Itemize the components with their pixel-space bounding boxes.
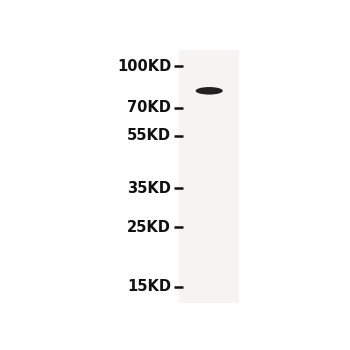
- Text: 100KD: 100KD: [117, 59, 171, 74]
- Ellipse shape: [196, 87, 223, 95]
- Text: 55KD: 55KD: [127, 128, 171, 143]
- Text: 15KD: 15KD: [127, 279, 171, 294]
- Text: 70KD: 70KD: [127, 100, 171, 115]
- Text: 25KD: 25KD: [127, 220, 171, 235]
- Bar: [179, 50, 239, 303]
- Text: 35KD: 35KD: [127, 181, 171, 196]
